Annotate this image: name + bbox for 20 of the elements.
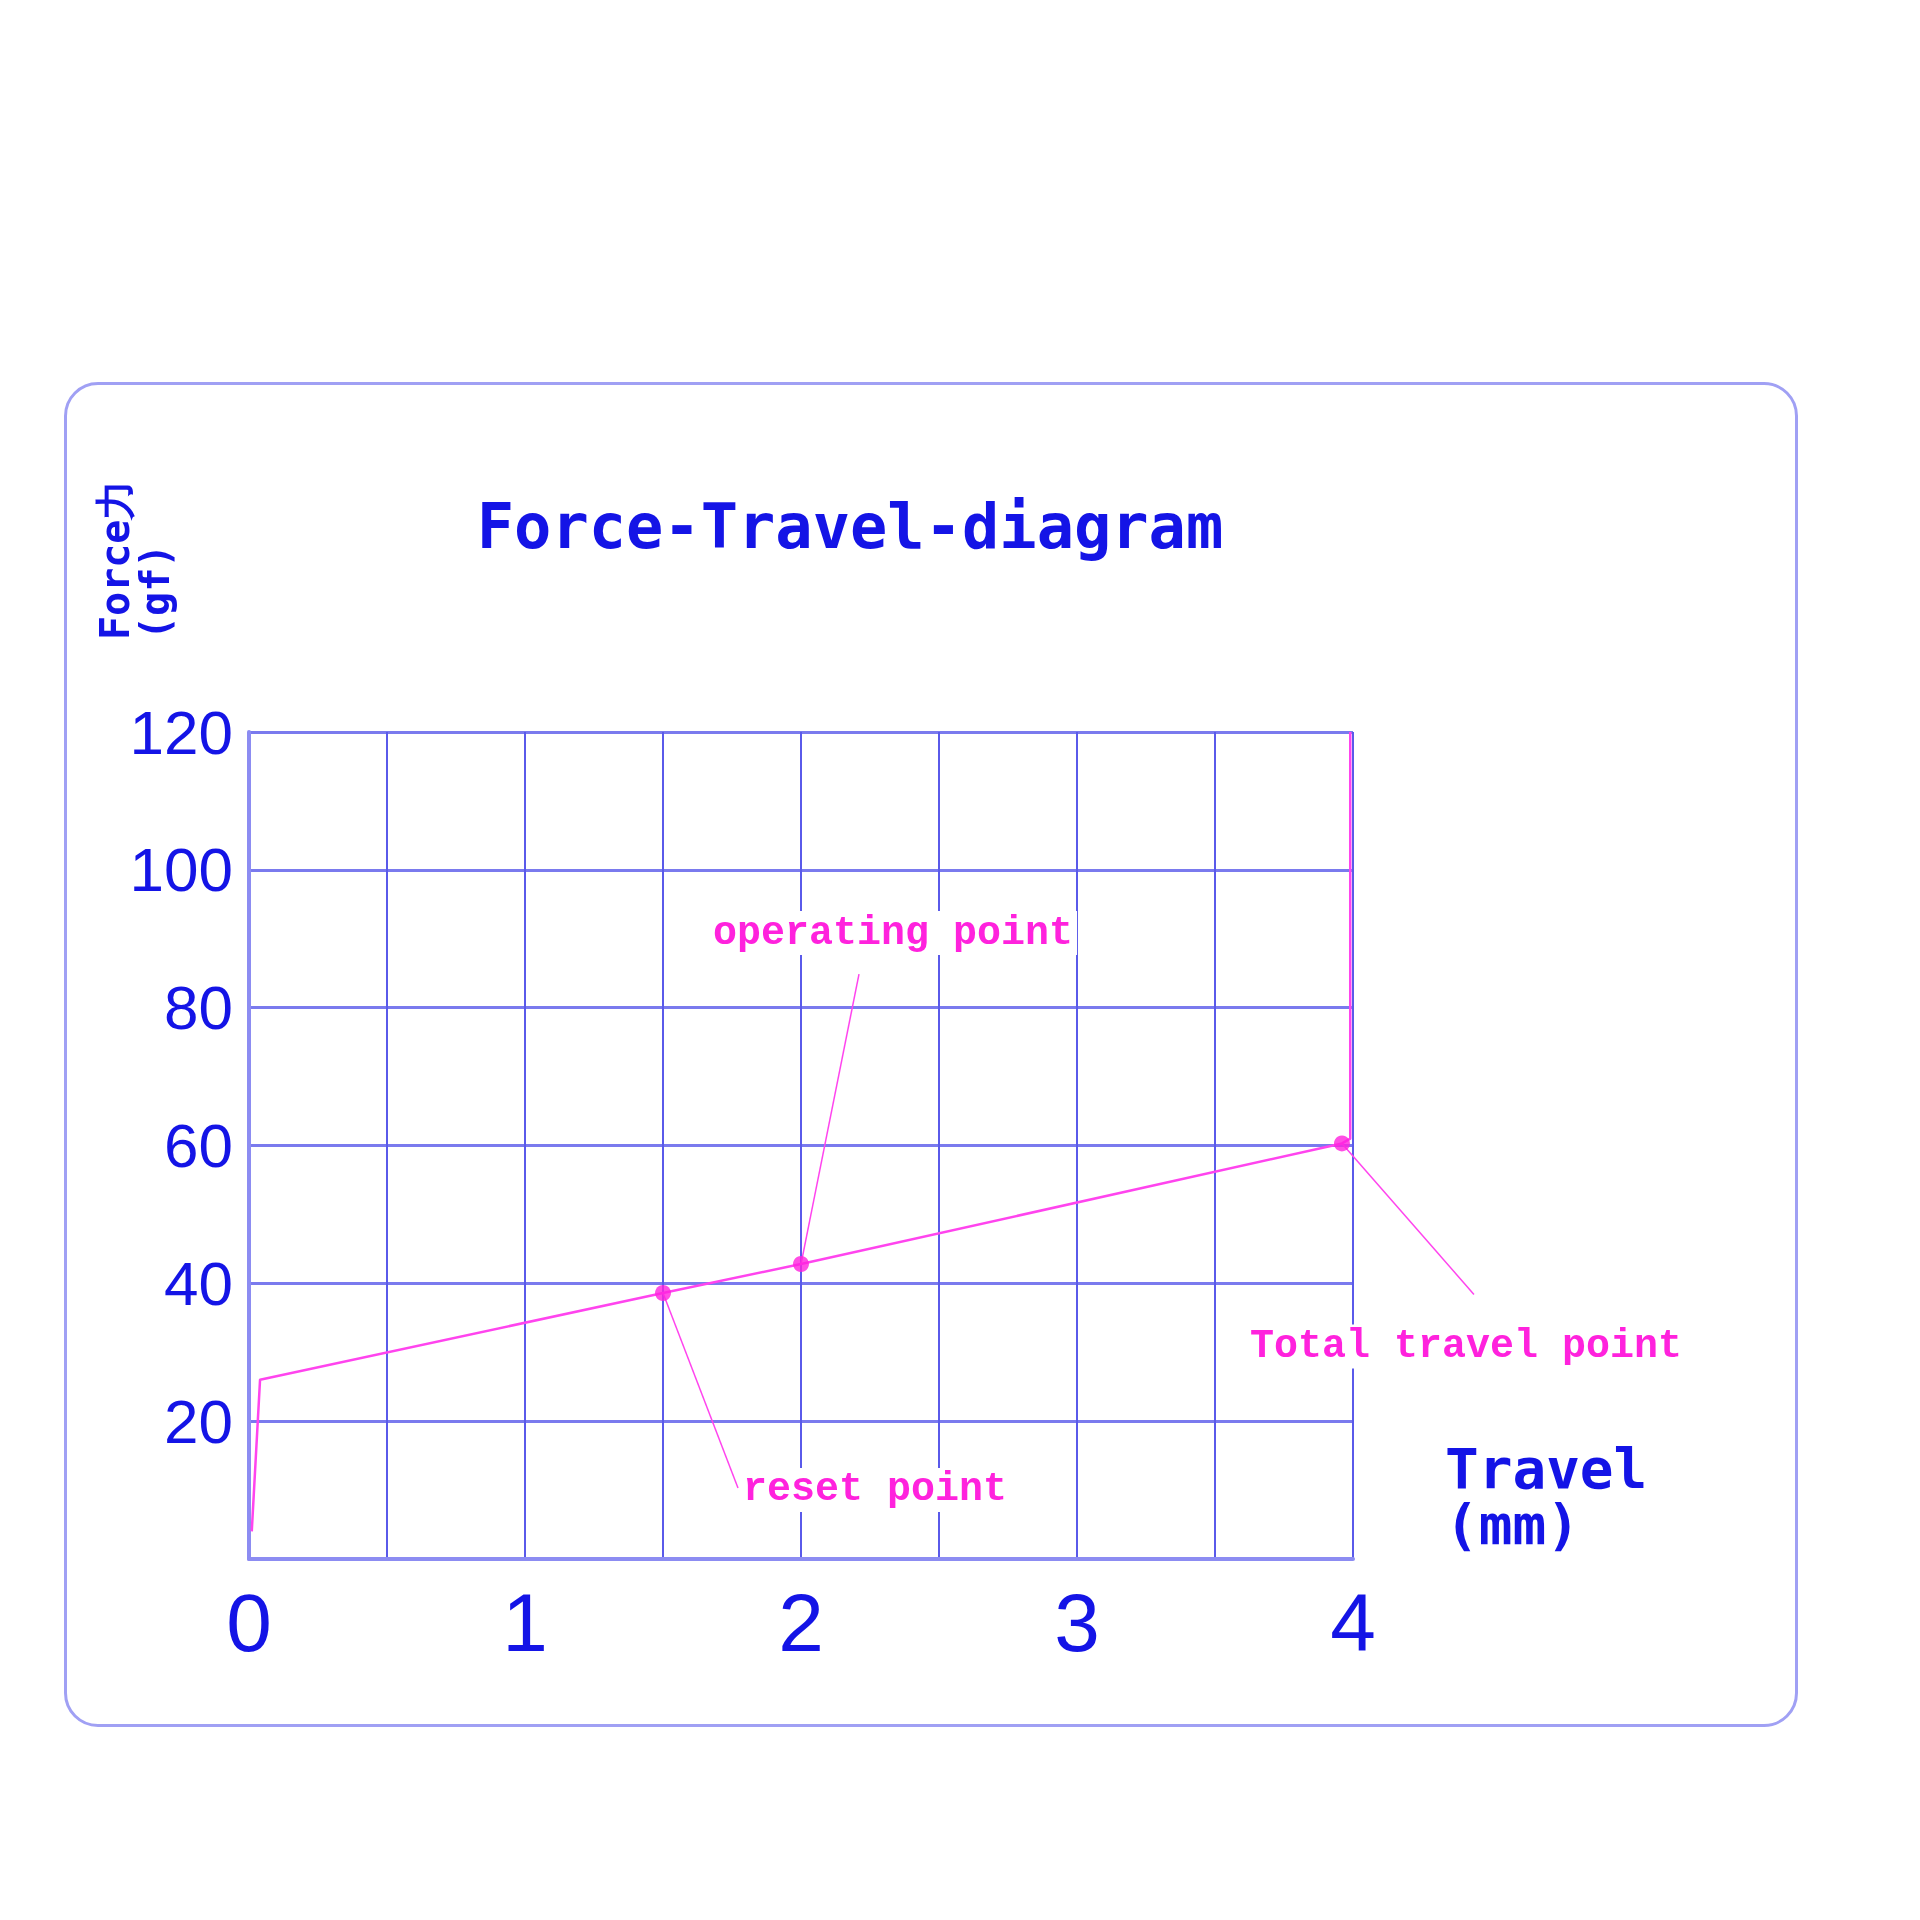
chart-title: Force-Travel-diagram (476, 489, 1224, 563)
x-tick-label: 3 (1054, 1576, 1100, 1668)
point (793, 1256, 809, 1273)
y-tick-label: 20 (164, 1386, 233, 1456)
y-axis-title: Force力 (gf) (92, 455, 178, 640)
y-tick-label: 120 (129, 697, 233, 767)
y-tick-label: 40 (164, 1248, 233, 1318)
x-axis-title: Travel (mm) (1445, 1435, 1682, 1557)
y-tick-label: 100 (129, 835, 233, 905)
x-tick-label: 2 (778, 1576, 824, 1668)
x-tick-label: 0 (226, 1576, 272, 1668)
y-tick-label: 80 (164, 973, 233, 1043)
x-tick-label: 1 (502, 1576, 548, 1668)
annotation: Total travel point (1249, 1323, 1682, 1369)
point (1333, 1135, 1350, 1152)
x-tick-label: 4 (1330, 1576, 1376, 1668)
annotation: reset point (742, 1467, 1008, 1513)
y-tick-label: 60 (164, 1111, 233, 1180)
annotation: operating point (712, 910, 1074, 956)
point (655, 1284, 671, 1301)
